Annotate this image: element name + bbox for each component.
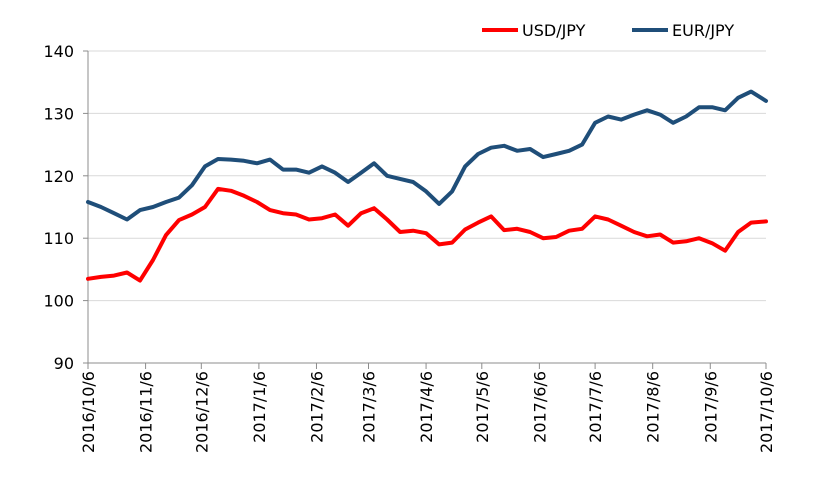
y-tick-label: 90 (54, 354, 74, 373)
grid-lines (88, 50, 766, 302)
x-tick-label: 2017/5/6 (473, 371, 492, 443)
y-tick-label: 110 (43, 229, 74, 248)
y-tick-label: 120 (43, 167, 74, 186)
x-tick-label: 2016/11/6 (137, 371, 156, 453)
x-tick-label: 2017/2/6 (307, 371, 326, 443)
x-tick-label: 2017/1/6 (250, 371, 269, 443)
x-tick-label: 2016/10/6 (79, 371, 98, 453)
x-tick-label: 2017/6/6 (530, 371, 549, 443)
x-tick-label: 2017/4/6 (417, 371, 436, 443)
y-tick-label: 100 (43, 292, 74, 311)
axes: 90 100 110 120 130 140 2016/10/6 2016/11/6 2016/… (43, 42, 776, 453)
x-tick-label: 2017/7/6 (586, 371, 605, 443)
legend: USD/JPY EUR/JPY (482, 21, 734, 40)
y-tick-label: 130 (43, 104, 74, 123)
x-tick-label: 2017/8/6 (644, 371, 663, 443)
x-tick-label: 2017/3/6 (359, 371, 378, 443)
x-tick-label: 2017/10/6 (757, 371, 776, 453)
series-line-usd-jpy (86, 186, 768, 283)
series-line-eur-jpy (86, 89, 768, 222)
x-tick-label: 2017/9/6 (701, 371, 720, 443)
legend-label: USD/JPY (522, 21, 586, 40)
series-lines (86, 89, 768, 283)
y-tick-label: 140 (43, 42, 74, 61)
x-tick-label: 2016/12/6 (192, 371, 211, 453)
legend-label: EUR/JPY (672, 21, 734, 40)
